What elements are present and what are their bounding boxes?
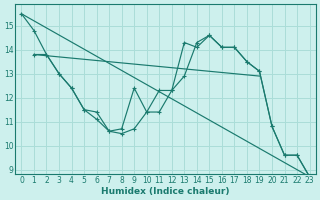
X-axis label: Humidex (Indice chaleur): Humidex (Indice chaleur): [101, 187, 230, 196]
